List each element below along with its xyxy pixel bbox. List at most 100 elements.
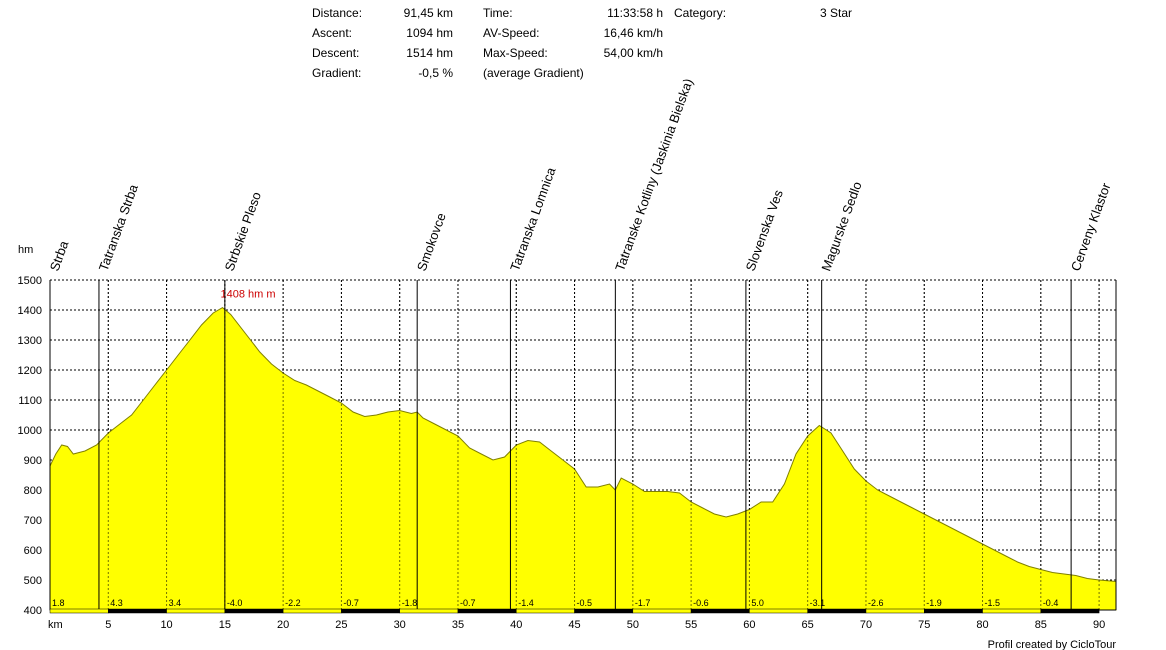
x-tick-label: 65: [802, 619, 814, 631]
segment-bar: [224, 608, 284, 614]
segment-gradient-label: -0.4: [1043, 598, 1059, 608]
segment-gradient-label: 3.4: [169, 598, 182, 608]
segment-gradient-label: -0.6: [693, 598, 709, 608]
place-label: Tatranska Lomnica: [507, 165, 559, 273]
ascent-label: Ascent:: [312, 26, 353, 40]
x-tick-label: 30: [394, 619, 406, 631]
segment-gradient-label: 1.8: [52, 598, 65, 608]
x-tick-label: 50: [627, 619, 639, 631]
x-tick-label: 20: [277, 619, 289, 631]
x-tick-label: 15: [219, 619, 231, 631]
segment-bar: [632, 608, 692, 614]
x-tick-label: 80: [976, 619, 988, 631]
place-label: Cerveny Klastor: [1068, 180, 1114, 273]
x-tick-label: 70: [860, 619, 872, 631]
stats-panel: Distance: 91,45 km Ascent: 1094 hm Desce…: [0, 0, 1166, 90]
elevation-fill: [49, 306, 1117, 611]
x-tick-label: 10: [160, 619, 172, 631]
descent-label: Descent:: [312, 46, 360, 60]
segment-bar: [690, 608, 750, 614]
x-tick-label: 45: [568, 619, 580, 631]
segment-gradient-label: -1.5: [985, 598, 1001, 608]
segment-bar: [923, 608, 983, 614]
gradient-value: -0,5 %: [418, 66, 453, 80]
segment-gradient-label: -1.7: [635, 598, 651, 608]
x-tick-label: 55: [685, 619, 697, 631]
place-label: Smokovce: [414, 211, 449, 273]
segment-gradient-label: -2.2: [285, 598, 301, 608]
x-tick-label: 90: [1093, 619, 1105, 631]
segment-gradient-label: -4.0: [227, 598, 243, 608]
segment-gradient-label: -1.9: [926, 598, 942, 608]
gradient-label: Gradient:: [312, 66, 362, 80]
y-tick-label: 400: [24, 605, 42, 617]
y-tick-label: 700: [24, 515, 42, 527]
y-tick-label: 600: [24, 545, 42, 557]
place-label: Tatranska Strba: [96, 182, 141, 273]
distance-label: Distance:: [312, 6, 363, 20]
footer-credit: Profil created by CicloTour: [988, 639, 1117, 650]
segment-bar: [49, 608, 109, 614]
place-label: Slovenska Ves: [743, 187, 786, 273]
segment-gradient-label: -1.4: [518, 598, 534, 608]
time-label: Time:: [483, 6, 513, 20]
elevation-area: 1408 hm m: [49, 280, 1117, 611]
segment-gradient-label: 4.3: [110, 598, 123, 608]
segment-gradient-label: -0.5: [577, 598, 593, 608]
segment-gradient-label: 5.0: [751, 598, 764, 608]
x-tick-label: 5: [105, 619, 111, 631]
segment-bar: [108, 608, 167, 614]
category-value: 3 Star: [820, 6, 853, 20]
y-tick-label: 800: [24, 485, 42, 497]
axes: 400 500 600 700 800 900 1000 1100 1200 1300 1400 15…: [18, 275, 1117, 631]
descent-value: 1514 hm: [406, 46, 453, 60]
segment-bar: [982, 608, 1042, 614]
place-label: Magurske Sedlo: [818, 180, 864, 273]
segment-bar: [282, 608, 342, 614]
segment-gradient-label: -1.8: [402, 598, 418, 608]
segment-bar: [749, 608, 808, 614]
x-tick-label: 75: [918, 619, 930, 631]
x-tick-label: 35: [452, 619, 464, 631]
segment-bar: [574, 608, 634, 614]
y-tick-label: 1400: [18, 305, 42, 317]
x-tick-label: 60: [743, 619, 755, 631]
x-tick-label: 25: [335, 619, 347, 631]
segment-bar: [341, 608, 400, 614]
segment-bar: [807, 608, 867, 614]
segment-bar: [1040, 608, 1100, 614]
maxspeed-value: 54,00 km/h: [603, 46, 663, 60]
y-axis-label: hm: [18, 244, 33, 256]
y-tick-label: 1000: [18, 425, 42, 437]
gradient-segments: 1.8 4.3 3.4 -4.0 -2.2 -0.7 -1.8 -0.7 -1.4 -0.5 -1.…: [49, 598, 1100, 614]
max-elevation-label: 1408 hm m: [221, 289, 276, 301]
y-tick-label: 500: [24, 575, 42, 587]
category-label: Category:: [674, 6, 727, 20]
segment-gradient-label: -2.6: [868, 598, 884, 608]
y-tick-label: 1200: [18, 365, 42, 377]
x-tick-label: 40: [510, 619, 522, 631]
segment-bar: [166, 608, 226, 614]
ascent-value: 1094 hm: [406, 26, 453, 40]
distance-value: 91,45 km: [403, 6, 453, 20]
time-value: 11:33:58 h: [607, 6, 663, 20]
place-label: Tatranske Kotliny (Jaskinia Bielska): [612, 76, 696, 273]
segment-bar: [399, 608, 459, 614]
segment-gradient-label: -0.7: [460, 598, 476, 608]
y-tick-label: 900: [24, 455, 42, 467]
avg-gradient-note: (average Gradient): [483, 66, 584, 80]
y-tick-label: 1100: [18, 395, 42, 407]
segment-bar: [457, 608, 517, 614]
segment-bar: [865, 608, 925, 614]
segment-bar: [516, 608, 575, 614]
avspeed-label: AV-Speed:: [483, 26, 540, 40]
maxspeed-label: Max-Speed:: [483, 46, 548, 60]
place-label: Strba: [47, 238, 72, 273]
x-tick-label: 85: [1035, 619, 1047, 631]
place-label: Strbskie Pleso: [222, 190, 265, 273]
avspeed-value: 16,46 km/h: [603, 26, 663, 40]
y-tick-label: 1500: [18, 275, 42, 287]
segment-gradient-label: -3.1: [810, 598, 826, 608]
segment-gradient-label: -0.7: [343, 598, 359, 608]
